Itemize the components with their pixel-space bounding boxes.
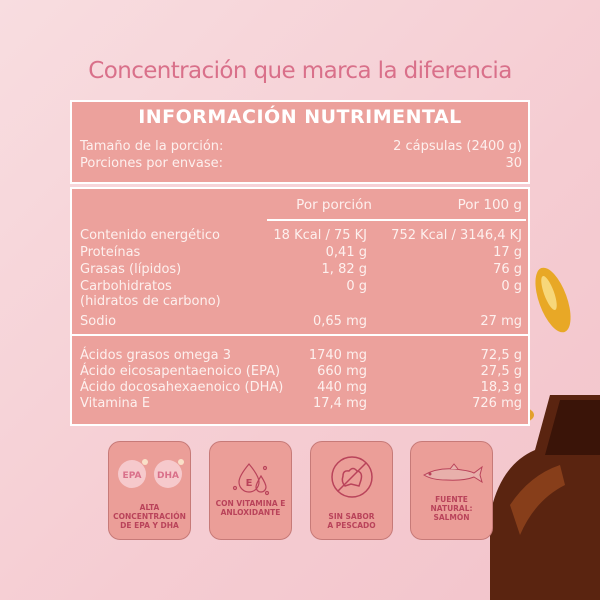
svg-text:E: E (245, 478, 252, 489)
salmon-icon (422, 463, 483, 484)
serving-info-panel: INFORMACIÓN NUTRIMENTAL Tamaño de la por… (70, 100, 530, 184)
capsule-image (535, 267, 571, 333)
badge-no-fish-taste: SIN SABOR A PESCADO (310, 441, 393, 540)
vitamin-e-drops-icon: E (232, 463, 269, 496)
svg-text:DHA: DHA (157, 471, 179, 481)
label-title: INFORMACIÓN NUTRIMENTAL (138, 106, 462, 128)
bottle-image (490, 395, 600, 600)
no-fish-taste-icon (330, 456, 373, 498)
badge-salmon: FUENTE NATURAL: SALMÓN (410, 441, 493, 540)
divider (267, 219, 526, 221)
divider (72, 334, 528, 336)
servings-label: Porciones por envase: (80, 156, 223, 171)
servings-value: 30 (505, 156, 522, 171)
headline: Concentración que marca la diferencia (88, 58, 512, 84)
col-header-per-serving: Por porción (296, 197, 372, 213)
col-header-per-100g: Por 100 g (457, 197, 522, 213)
serving-size-label: Tamaño de la porción: (80, 139, 224, 154)
serving-size-value: 2 cápsulas (2400 g) (393, 139, 522, 154)
epa-dha-capsules-icon: EPA DHA (117, 459, 184, 488)
badge-epa-dha: EPA DHA ALTA CONCENTRACIÓN DE EPA Y DHA (108, 441, 191, 540)
badge-vitamin-e: E CON VITAMINA E ANLOXIDANTE (209, 441, 292, 540)
svg-text:EPA: EPA (122, 471, 141, 481)
nutrition-table: Por porción Por 100 g Contenido energétic… (70, 187, 530, 426)
